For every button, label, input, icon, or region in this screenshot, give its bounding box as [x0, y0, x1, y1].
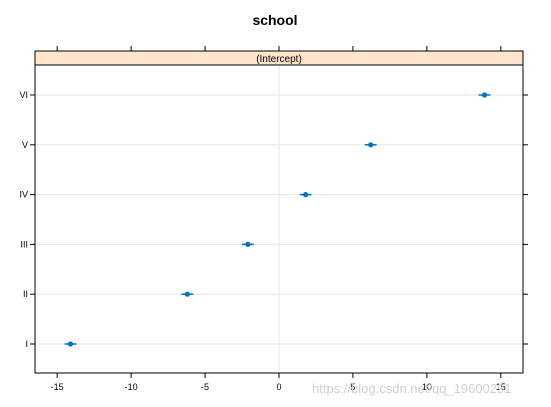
grid-layer	[35, 65, 523, 373]
data-point	[245, 241, 251, 247]
panel-strip-label: (Intercept)	[256, 54, 302, 65]
x-tick-label: 5	[350, 382, 355, 392]
y-tick-label: VI	[19, 90, 28, 100]
y-tick-label: I	[25, 339, 28, 349]
watermark-text: https://blog.csdn.net/qq_19600291	[312, 381, 512, 396]
x-tick-label: -10	[125, 382, 138, 392]
data-point	[184, 291, 190, 297]
x-tick-label: -15	[51, 382, 64, 392]
data-point	[67, 341, 74, 347]
y-tick-label: V	[22, 140, 28, 150]
data-point	[368, 142, 374, 148]
data-point	[481, 92, 488, 98]
y-tick-label: II	[23, 289, 28, 299]
x-tick-label: -5	[201, 382, 209, 392]
chart-title: school	[252, 12, 297, 28]
data-point	[303, 192, 309, 198]
y-tick-label: IV	[19, 190, 28, 200]
data-marks	[64, 92, 491, 347]
x-tick-label: 0	[276, 382, 281, 392]
x-tick-label: 15	[496, 382, 506, 392]
x-tick-label: 10	[422, 382, 432, 392]
y-tick-label: III	[20, 239, 28, 249]
